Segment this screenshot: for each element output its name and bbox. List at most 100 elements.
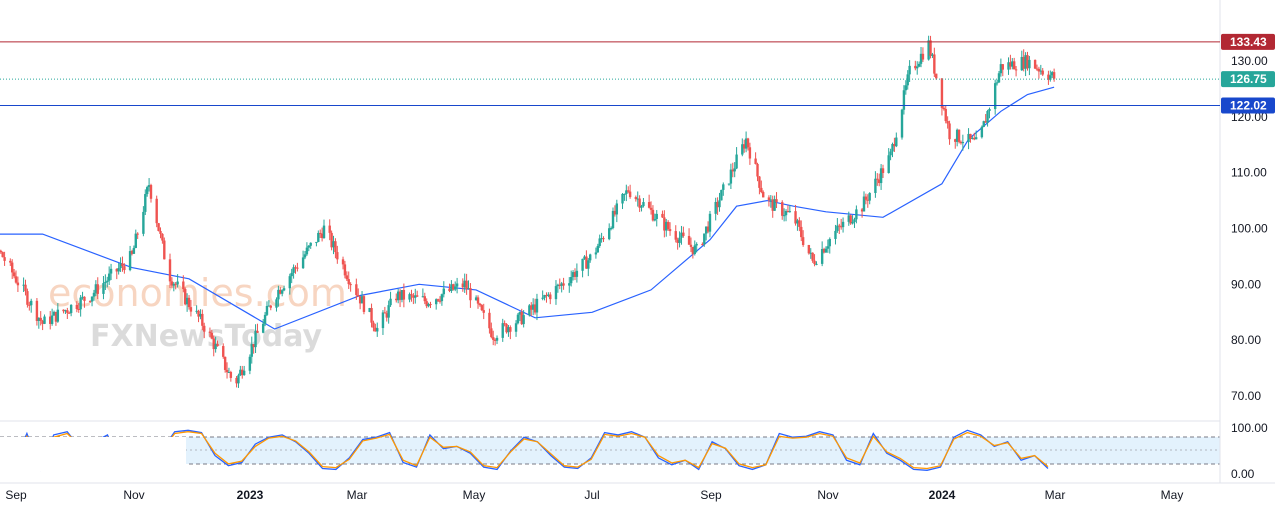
candle-body xyxy=(88,300,92,302)
candle-body xyxy=(653,218,657,221)
candle-body xyxy=(876,178,879,180)
candle-body xyxy=(49,316,52,324)
candle-body xyxy=(241,369,244,376)
candle-body xyxy=(541,297,544,299)
candle-body xyxy=(746,138,750,148)
stoch-axis: 0.00 100.00 xyxy=(1231,421,1268,481)
candle-body xyxy=(674,231,677,240)
candle-body xyxy=(68,312,71,314)
candle-body xyxy=(815,263,818,265)
price-tag xyxy=(1221,71,1275,88)
candle-body xyxy=(855,209,858,220)
candle-body xyxy=(28,304,31,306)
candle-body xyxy=(933,54,936,74)
candle-body xyxy=(822,248,826,253)
candle-body xyxy=(874,178,877,193)
candle-body xyxy=(839,226,843,228)
candle-body xyxy=(714,201,717,214)
candle-body xyxy=(176,281,179,285)
candle-body xyxy=(50,315,54,324)
candle-body xyxy=(784,210,788,216)
candle-body xyxy=(315,241,318,243)
candle-body xyxy=(530,305,533,310)
candle-body xyxy=(1035,68,1039,70)
candle-body xyxy=(868,192,871,201)
candle-body xyxy=(824,248,828,253)
candle-body xyxy=(668,229,672,232)
candle-body xyxy=(756,163,759,177)
candle-body xyxy=(556,284,560,287)
candle-body xyxy=(944,108,947,122)
candle-body xyxy=(649,207,653,210)
time-tick-label: Mar xyxy=(1045,488,1066,502)
candle-body xyxy=(374,327,377,332)
time-tick-label: May xyxy=(463,488,486,502)
price-tick-label: 130.00 xyxy=(1231,54,1268,68)
candle-body xyxy=(801,237,805,245)
candle-body xyxy=(229,372,233,378)
candle-body xyxy=(104,281,107,284)
candle-body xyxy=(948,123,951,140)
candle-body xyxy=(341,259,345,265)
candle-body xyxy=(748,147,752,159)
candle-body xyxy=(3,257,6,261)
candle-body xyxy=(760,187,763,193)
candle-body xyxy=(102,283,105,294)
candle-body xyxy=(184,289,187,305)
candle-body xyxy=(235,377,238,384)
candle-body xyxy=(309,242,312,246)
candle-body xyxy=(117,268,120,272)
candle-body xyxy=(383,312,387,314)
candle-body xyxy=(398,291,402,300)
candle-body xyxy=(782,215,786,217)
candle-body xyxy=(147,185,151,188)
price-tick-label: 100.00 xyxy=(1231,222,1268,236)
candle-body xyxy=(908,65,911,75)
candle-body xyxy=(554,286,558,300)
candle-body xyxy=(986,111,989,123)
candle-body xyxy=(1012,61,1016,70)
candle-body xyxy=(716,201,719,208)
candle-body xyxy=(387,305,390,318)
candle-body xyxy=(836,225,839,231)
candle-body xyxy=(136,233,139,235)
candle-body xyxy=(172,283,176,286)
candle-body xyxy=(895,137,898,147)
candle-body xyxy=(828,238,831,247)
candle-body xyxy=(881,168,885,173)
candle-body xyxy=(30,300,33,306)
candle-body xyxy=(170,281,174,286)
candle-body xyxy=(1051,72,1054,76)
candle-body xyxy=(1024,55,1027,69)
candle-body xyxy=(261,323,265,333)
candle-body xyxy=(533,304,537,313)
stoch-tick-label: 100.00 xyxy=(1231,421,1268,435)
candle-body xyxy=(290,272,293,277)
candle-body xyxy=(906,74,909,86)
stoch-series-line xyxy=(0,429,1049,472)
candle-body xyxy=(655,213,658,219)
candle-body xyxy=(754,158,757,164)
stoch-series-line xyxy=(0,431,1049,470)
candle-body xyxy=(482,310,485,313)
candle-body xyxy=(602,238,605,240)
candle-body xyxy=(598,238,601,247)
candles-layer xyxy=(0,35,1056,388)
candle-body xyxy=(210,332,214,339)
candle-body xyxy=(666,221,670,230)
candle-body xyxy=(676,239,679,243)
candle-body xyxy=(56,309,60,322)
price-tick-label: 70.00 xyxy=(1231,389,1261,403)
candle-body xyxy=(703,233,706,245)
candle-body xyxy=(638,198,641,208)
candle-body xyxy=(773,199,776,211)
candle-body xyxy=(455,283,459,287)
candle-body xyxy=(275,299,278,308)
candle-body xyxy=(123,266,126,271)
candle-body xyxy=(421,296,425,298)
candle-body xyxy=(203,325,206,332)
candle-body xyxy=(330,232,333,248)
candle-body xyxy=(427,303,430,307)
candle-body xyxy=(145,187,149,195)
candle-body xyxy=(83,296,86,301)
